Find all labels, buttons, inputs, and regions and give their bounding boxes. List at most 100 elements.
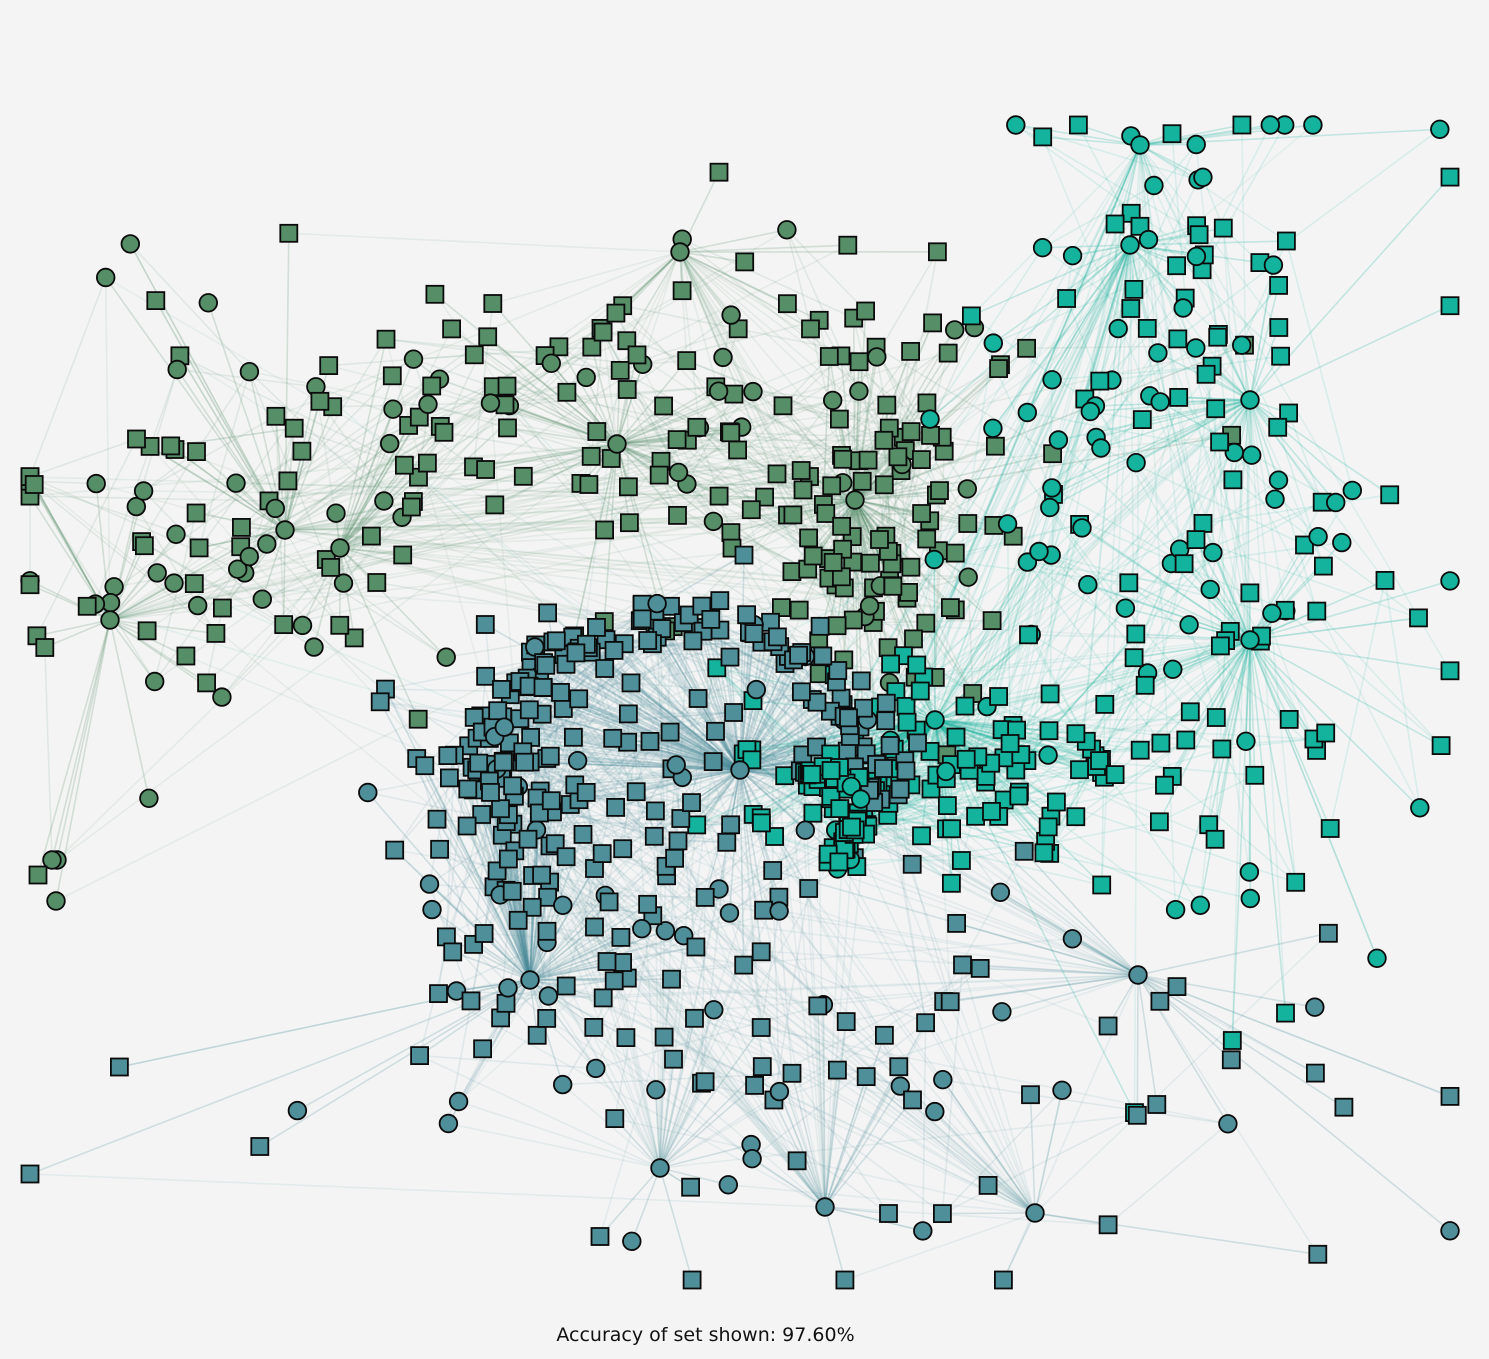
- graph-edge: [613, 914, 654, 1120]
- circle-node: [1144, 175, 1164, 196]
- square-node: [695, 888, 715, 907]
- graph-edge: [1034, 1212, 1319, 1256]
- graph-edge: [1185, 639, 1251, 741]
- graph-edge: [739, 769, 764, 1068]
- square-node: [1208, 327, 1228, 347]
- graph-edge: [791, 481, 844, 573]
- graph-edge: [739, 769, 745, 966]
- square-node: [644, 826, 664, 846]
- square-node: [1135, 675, 1155, 695]
- square-node: [439, 768, 459, 788]
- graph-edge: [997, 645, 1222, 698]
- graph-edge: [129, 243, 251, 373]
- circle-node: [719, 903, 740, 923]
- graph-edge: [1249, 639, 1290, 721]
- graph-edge: [1139, 639, 1251, 752]
- graph-edge: [679, 251, 789, 305]
- square-node: [734, 545, 754, 565]
- graph-edge: [627, 713, 826, 1208]
- graph-edge: [529, 906, 534, 981]
- graph-edge: [1137, 974, 1158, 1106]
- square-node: [686, 937, 706, 957]
- square-node: [1126, 624, 1146, 644]
- square-node: [903, 1090, 922, 1110]
- square-node: [537, 921, 557, 941]
- graph-edge: [587, 646, 614, 740]
- graph-edge: [453, 754, 1036, 1214]
- graph-edge: [418, 1054, 597, 1070]
- graph-edge: [616, 390, 720, 445]
- square-node: [1334, 1097, 1354, 1117]
- graph-edge: [1139, 144, 1279, 429]
- graph-edge: [339, 338, 387, 549]
- graph-edge: [37, 619, 111, 876]
- graph-edge: [284, 529, 341, 627]
- square-node: [1295, 535, 1314, 555]
- square-node: [879, 1204, 898, 1223]
- graph-edge: [339, 547, 420, 721]
- circle-node: [1268, 470, 1289, 490]
- graph-edge: [949, 974, 1139, 1003]
- square-node: [709, 486, 729, 506]
- graph-edge: [1139, 562, 1185, 752]
- graph-edge: [1034, 1212, 1109, 1226]
- graph-edge: [602, 974, 1139, 999]
- square-node: [874, 759, 893, 778]
- graph-edge: [613, 1117, 1036, 1214]
- graph-edge: [665, 865, 745, 966]
- square-node: [695, 1072, 715, 1092]
- graph-edge: [1249, 399, 1354, 492]
- graph-nodes: [20, 115, 1460, 1290]
- square-node: [910, 681, 930, 701]
- circle-node: [823, 390, 843, 411]
- square-node: [538, 887, 557, 907]
- circle-node: [1231, 335, 1252, 355]
- circle-node: [144, 671, 165, 692]
- square-node: [709, 162, 729, 182]
- circle-node: [983, 418, 1003, 439]
- graph-edge: [897, 793, 914, 866]
- graph-edge: [625, 251, 681, 342]
- square-node: [134, 536, 154, 556]
- graph-edge: [986, 144, 1141, 708]
- graph-edge: [626, 977, 825, 1006]
- square-node: [627, 345, 647, 365]
- graph-edge: [443, 431, 680, 474]
- graph-edge: [1075, 244, 1131, 818]
- square-node: [508, 910, 528, 930]
- circle-node: [275, 520, 295, 540]
- graph-edge: [659, 640, 774, 1169]
- graph-edge: [760, 1026, 890, 1215]
- graph-edge: [679, 251, 724, 359]
- graph-edge: [1199, 639, 1251, 907]
- circle-node: [1236, 731, 1256, 752]
- graph-edge: [1316, 610, 1442, 747]
- graph-edge: [1041, 136, 1141, 146]
- graph-edge: [590, 346, 618, 445]
- graph-edge: [149, 445, 286, 531]
- square-node: [897, 712, 917, 732]
- circle-node: [120, 234, 141, 254]
- graph-edge: [656, 636, 758, 691]
- graph-edge: [1014, 633, 1137, 771]
- square-node: [617, 380, 637, 399]
- graph-edge: [610, 457, 778, 475]
- graph-edge: [529, 914, 654, 981]
- graph-edge: [649, 740, 741, 771]
- graph-edge: [529, 979, 595, 1029]
- graph-edge: [339, 408, 394, 549]
- graph-edge: [934, 561, 1029, 721]
- square-node: [566, 643, 586, 663]
- square-node: [982, 802, 1001, 821]
- graph-edge: [104, 276, 286, 531]
- graph-edge: [616, 438, 678, 445]
- graph-edge: [1135, 394, 1151, 464]
- graph-edge: [930, 788, 1103, 886]
- graph-edge: [616, 393, 735, 445]
- graph-edge: [472, 789, 826, 1208]
- graph-edge: [1139, 144, 1204, 179]
- graph-edge: [736, 404, 888, 451]
- graph-edge: [594, 480, 864, 1070]
- graph-edge: [221, 535, 373, 698]
- square-node: [1212, 739, 1232, 759]
